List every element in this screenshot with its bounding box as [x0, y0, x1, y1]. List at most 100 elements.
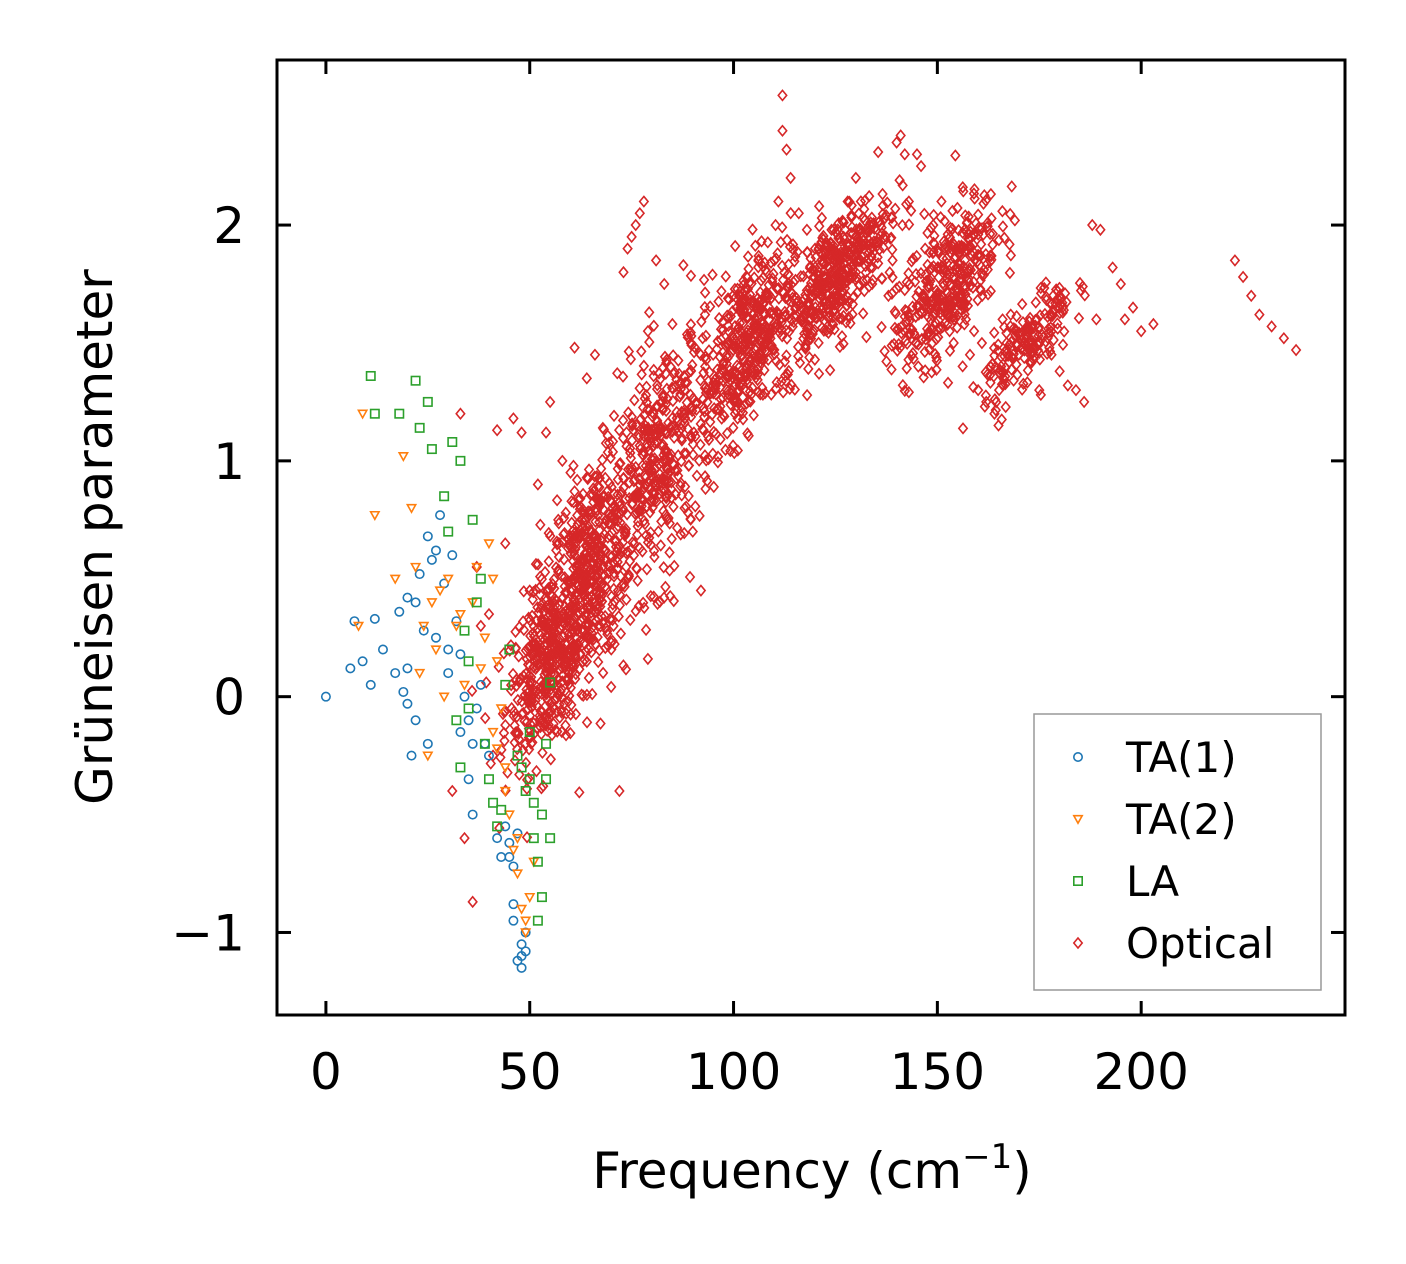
data-point [573, 560, 584, 574]
data-point [1107, 261, 1118, 274]
data-point [1078, 395, 1090, 409]
data-point [742, 250, 754, 263]
data-point [586, 687, 598, 701]
data-point [553, 550, 565, 564]
data-point [629, 537, 640, 550]
data-point [834, 312, 845, 325]
data-point [475, 573, 486, 584]
data-point [657, 471, 669, 485]
legend-marker [1073, 751, 1084, 762]
data-point [717, 374, 729, 388]
data-point [577, 487, 589, 501]
data-point [608, 409, 620, 423]
data-point [999, 231, 1010, 245]
data-point [369, 613, 380, 624]
data-point [783, 364, 794, 378]
data-point [695, 438, 706, 451]
data-point [577, 611, 588, 625]
data-point [613, 610, 624, 623]
data-point [597, 666, 609, 680]
data-point [737, 406, 749, 420]
data-point [925, 221, 937, 235]
data-point [715, 432, 726, 446]
data-point [410, 715, 421, 726]
data-point [410, 597, 421, 608]
data-point [565, 604, 576, 618]
data-point [485, 757, 496, 770]
data-point [731, 359, 743, 372]
data-point [669, 559, 680, 573]
x-tick-label: 0 [310, 1043, 342, 1101]
data-point [704, 415, 716, 429]
data-point [763, 353, 774, 367]
data-point [638, 408, 650, 422]
data-point [956, 242, 968, 255]
data-point [845, 316, 856, 330]
data-point [549, 723, 561, 737]
data-point [753, 302, 764, 315]
data-point [744, 385, 756, 398]
data-point [1052, 322, 1063, 335]
data-point [1045, 308, 1057, 321]
data-point [876, 272, 887, 285]
data-point [514, 768, 525, 781]
data-point [903, 218, 915, 231]
y-tick-label: 0 [213, 669, 245, 727]
data-point [1011, 309, 1022, 323]
data-point [729, 239, 741, 253]
data-point [365, 370, 376, 381]
data-point [602, 484, 614, 497]
data-point [660, 443, 672, 457]
data-point [516, 904, 528, 915]
data-point [600, 641, 611, 655]
data-point [707, 268, 718, 281]
data-point [985, 284, 996, 298]
data-point [944, 231, 956, 244]
data-point [1004, 355, 1015, 369]
data-point [935, 262, 947, 275]
data-point [514, 672, 526, 686]
data-point [682, 422, 694, 435]
data-point [534, 715, 546, 729]
data-point [976, 289, 988, 303]
data-point [467, 514, 478, 525]
data-point [398, 686, 409, 697]
data-point [727, 343, 739, 357]
data-point [762, 236, 774, 249]
data-point [615, 507, 626, 520]
data-point [534, 712, 546, 726]
data-point [973, 248, 984, 262]
data-point [977, 269, 988, 282]
data-point [667, 317, 678, 331]
data-point [730, 393, 741, 406]
data-point [499, 734, 510, 748]
data-point [614, 784, 625, 798]
data-point [641, 562, 653, 576]
data-point [541, 738, 552, 749]
data-point [508, 412, 519, 425]
data-point [763, 300, 774, 313]
data-point [594, 480, 605, 494]
data-point [571, 623, 583, 637]
data-point [757, 388, 769, 401]
data-point [901, 314, 912, 328]
data-point [855, 195, 867, 208]
data-point [891, 136, 902, 149]
data-point [680, 500, 692, 513]
data-point [813, 219, 825, 233]
data-point [533, 606, 544, 619]
data-point [717, 391, 729, 405]
data-point [451, 715, 462, 726]
data-point [718, 358, 729, 371]
data-point [684, 570, 696, 584]
data-point [909, 328, 920, 342]
data-point [793, 349, 804, 363]
data-point [597, 453, 608, 467]
data-point [617, 370, 629, 383]
data-point [606, 526, 618, 540]
data-point [579, 530, 590, 544]
data-point [1006, 180, 1017, 193]
data-point [824, 363, 836, 377]
data-point [648, 369, 659, 383]
data-point [972, 383, 984, 397]
